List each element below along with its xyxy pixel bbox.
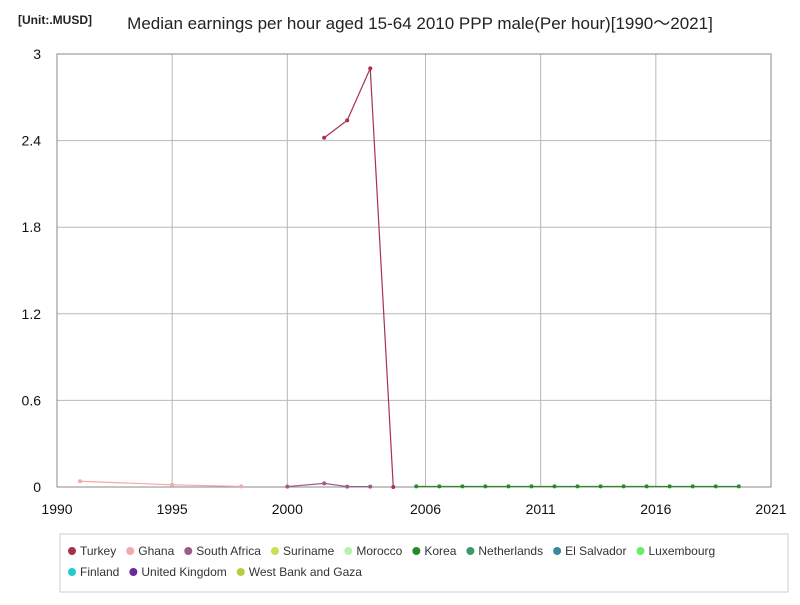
plot-frame	[56, 53, 772, 488]
legend-item: West Bank and Gaza	[236, 565, 363, 579]
y-tick-label: 2.4	[22, 133, 42, 149]
data-point	[285, 484, 290, 489]
x-tick-label: 1995	[157, 501, 188, 517]
legend-label: El Salvador	[565, 544, 626, 558]
series-line	[80, 480, 242, 488]
legend-label: Luxembourg	[648, 544, 715, 558]
legend: Turkey Ghana South Africa Suriname Morocco Ko…	[68, 544, 715, 579]
legend-label: Turkey	[80, 544, 116, 558]
x-tick-label: 2021	[755, 501, 786, 517]
legend-marker	[236, 568, 245, 576]
y-tick-label: 1.8	[22, 219, 42, 235]
legend-label: Netherlands	[478, 544, 543, 558]
legend-label: Morocco	[356, 544, 402, 558]
x-tick-label: 2016	[640, 501, 671, 517]
data-point	[736, 484, 741, 489]
legend-item: Morocco	[344, 544, 403, 558]
data-point	[690, 484, 695, 489]
series-ghana	[78, 479, 244, 489]
legend-marker	[344, 547, 353, 555]
legend-marker	[636, 547, 645, 555]
y-tick-label: 0	[33, 479, 41, 495]
legend-item: Turkey	[68, 544, 116, 558]
data-point	[460, 484, 465, 489]
legend-item: Luxembourg	[636, 544, 715, 558]
data-point	[598, 484, 603, 489]
x-tick-label: 2011	[526, 501, 556, 517]
legend-marker	[466, 547, 475, 555]
legend-item: United Kingdom	[129, 565, 227, 579]
legend-item: Ghana	[126, 544, 175, 558]
data-point	[368, 484, 373, 489]
data-point	[322, 135, 327, 140]
legend-label: Ghana	[138, 544, 174, 558]
legend-item: South Africa	[184, 544, 261, 558]
y-tick-label: 1.2	[22, 306, 42, 322]
legend-label: United Kingdom	[141, 565, 226, 579]
data-point	[667, 484, 672, 489]
data-point	[414, 484, 419, 489]
data-point	[483, 484, 488, 489]
legend-marker	[270, 547, 279, 555]
legend-marker	[129, 568, 138, 576]
series-line	[287, 482, 371, 488]
y-tick-label: 3	[33, 46, 41, 62]
data-point	[170, 482, 175, 487]
chart-title: Median earnings per hour aged 15-64 2010…	[127, 14, 713, 33]
data-point	[239, 484, 244, 489]
legend-marker	[412, 547, 421, 555]
legend-item: Finland	[68, 565, 119, 579]
x-tick-label: 2006	[410, 501, 441, 517]
grid	[56, 53, 772, 488]
data-point	[552, 484, 557, 489]
series-turkey	[322, 66, 396, 489]
x-tick-label: 1990	[41, 501, 72, 517]
data-point	[391, 485, 396, 489]
series-korea	[414, 484, 741, 489]
data-point	[644, 484, 649, 489]
data-point	[621, 484, 626, 489]
legend-marker	[184, 547, 193, 555]
data-point	[78, 479, 83, 484]
legend-label: West Bank and Gaza	[249, 565, 363, 579]
data-point	[529, 484, 534, 489]
legend-label: Finland	[80, 565, 119, 579]
data-point	[322, 481, 327, 486]
legend-label: South Africa	[196, 544, 261, 558]
data-point	[345, 118, 350, 123]
legend-box	[59, 533, 789, 593]
legend-label: Korea	[424, 544, 456, 558]
legend-item: Korea	[412, 544, 457, 558]
series-south-africa	[285, 481, 373, 489]
data-point	[506, 484, 511, 489]
legend-item: Netherlands	[466, 544, 543, 558]
axes: 0 0.6 1.2 1.8 2.4 3 1990 1995 2000 2006 2011 2016 20…	[22, 46, 787, 517]
data-point	[345, 484, 350, 489]
legend-item: Suriname	[270, 544, 335, 558]
unit-label: [Unit:.MUSD]	[18, 13, 92, 27]
legend-marker	[126, 547, 135, 555]
legend-item: El Salvador	[553, 544, 626, 558]
legend-marker	[68, 568, 76, 576]
data-point	[437, 484, 442, 489]
series-line	[323, 68, 394, 488]
y-tick-label: 0.6	[22, 392, 42, 408]
legend-marker	[68, 547, 76, 555]
legend-marker	[553, 547, 562, 555]
data-point	[713, 484, 718, 489]
series-layer	[78, 66, 741, 489]
data-point	[368, 66, 373, 71]
data-point	[575, 484, 580, 489]
x-tick-label: 2000	[272, 501, 303, 517]
legend-label: Suriname	[283, 544, 335, 558]
